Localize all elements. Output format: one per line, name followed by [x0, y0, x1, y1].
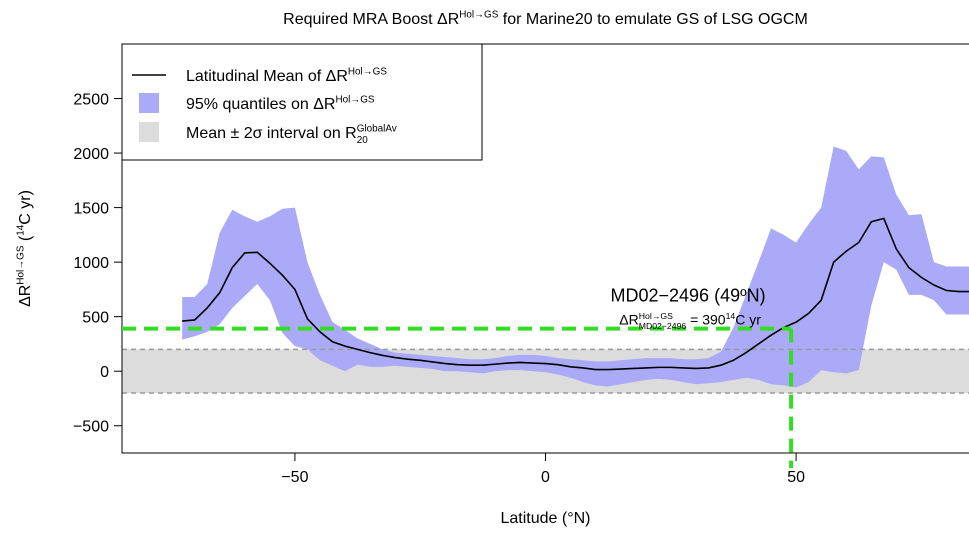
text-run: Required MRA Boost ΔR [283, 11, 459, 28]
text-run: ( [17, 235, 34, 245]
text-run: Hol→GS [348, 66, 387, 77]
plot-area [122, 146, 969, 394]
legend-box [121, 43, 483, 161]
y-tick-label: 2500 [73, 92, 109, 109]
text-run: MD02−2496 [639, 321, 687, 331]
legend-label: Mean ± 2σ interval on RGlobalAv 20 [186, 123, 397, 146]
legend-swatch [139, 122, 159, 142]
text-run: 14 [15, 224, 26, 236]
x-axis-label: Latitude (°N) [501, 510, 591, 527]
text-run: Latitude (°N) [501, 510, 591, 527]
y-tick-label: 500 [82, 310, 109, 327]
text-run: 14 [726, 311, 736, 321]
y-tick-label: 1000 [73, 255, 109, 272]
x-tick-label: −50 [281, 469, 308, 486]
text-run: GlobalAv [357, 123, 397, 134]
text-run: Mean ± 2σ interval on R [186, 125, 357, 142]
mean-line [182, 217, 969, 371]
text-run: ΔR [619, 312, 638, 328]
text-run: MD02−2496 (49ºN) [611, 286, 766, 306]
x-tick-label: 50 [787, 469, 805, 486]
legend-label: Latitudinal Mean of ΔRHol→GS [186, 66, 387, 85]
y-tick-label: 0 [100, 364, 109, 381]
text-run: 95% quantiles on ΔR [186, 96, 335, 113]
text-run: = 390 [686, 312, 726, 328]
y-tick-label: 2000 [73, 146, 109, 163]
x-tick-label: 0 [541, 469, 550, 486]
y-tick-label: 1500 [73, 201, 109, 218]
legend-label: 95% quantiles on ΔRHol→GS [186, 94, 375, 113]
text-run: for Marine20 to emulate GS of LSG OGCM [498, 11, 807, 28]
text-run: Latitudinal Mean of ΔR [186, 68, 348, 85]
plot-frame [121, 43, 969, 454]
text-run: 20 [357, 135, 369, 146]
text-run: Hol→GS [639, 311, 673, 321]
legend-swatch [139, 93, 159, 113]
y-axis-label: ΔRHol→GS (14C yr) [15, 190, 34, 307]
text-run: Hol→GS [335, 94, 374, 105]
y-tick-label: −500 [73, 419, 109, 436]
chart-title: Required MRA Boost ΔRHol→GS for Marine20… [283, 9, 808, 28]
text-run: Hol→GS [459, 9, 498, 20]
text-run: C yr) [17, 190, 34, 225]
text-run: ΔR [17, 285, 34, 307]
reference-sublabel: ΔRHol→GS MD02−2496 = 39014C yr [619, 311, 761, 331]
reference-label: MD02−2496 (49ºN) [611, 286, 766, 306]
text-run: C yr [735, 312, 761, 328]
text-run: Hol→GS [15, 245, 26, 284]
